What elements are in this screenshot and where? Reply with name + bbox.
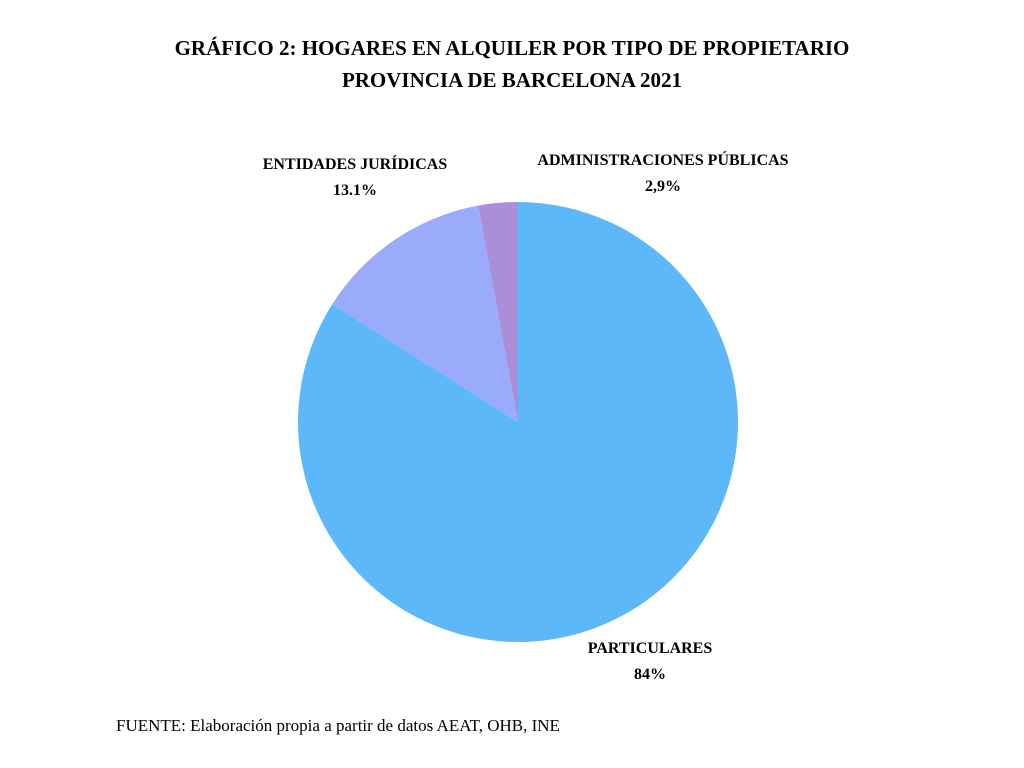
slice-label-entidades-juridicas: ENTIDADES JURÍDICAS 13.1% [234,152,476,204]
pie-slice-particulares [298,202,739,642]
slice-label-name: ADMINISTRACIONES PÚBLICAS [537,152,789,169]
pie-slice-entidades-juridicas [332,205,518,422]
chart-title-line-1: GRÁFICO 2: HOGARES EN ALQUILER POR TIPO … [174,36,850,60]
pie-slice-administraciones-publicas [478,202,518,422]
source-note: FUENTE: Elaboración propia a partir de d… [116,716,560,735]
slice-label-particulares: PARTICULARES 84% [566,636,734,688]
slice-label-value: 13.1% [333,182,377,199]
slice-label-value: 2,9% [645,178,681,195]
chart-title-line-2: PROVINCIA DE BARCELONA 2021 [341,68,683,92]
slice-label-value: 84% [634,666,666,683]
slice-label-name: PARTICULARES [587,640,713,657]
slice-label-name: ENTIDADES JURÍDICAS [262,156,448,173]
slice-label-administraciones-publicas: ADMINISTRACIONES PÚBLICAS 2,9% [496,148,830,200]
